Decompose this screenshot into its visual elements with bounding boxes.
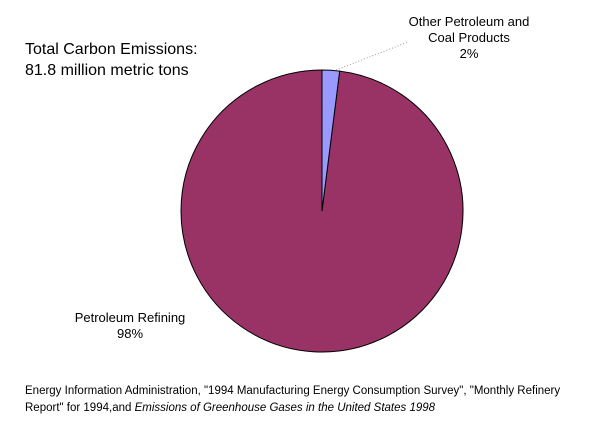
source-title: Emissions of Greenhouse Gases in the Uni… — [134, 402, 436, 414]
value-label: 2% — [459, 46, 479, 61]
source-note: Energy Information Administration, "1994… — [25, 383, 585, 417]
value-label: 98% — [116, 326, 144, 341]
slice-label: Other Petroleum and Coal Products 2% — [408, 14, 530, 62]
source-text: Energy Information Administration, "1994… — [25, 385, 561, 414]
pie-slice — [321, 69, 341, 212]
slice-label: Petroleum Refining 98% — [60, 310, 200, 342]
category-label: Other Petroleum and Coal Products — [408, 14, 530, 45]
chart-subtitle: 81.8 million metric tons — [25, 62, 189, 79]
leader-line — [335, 41, 409, 71]
chart-title: Total Carbon Emissions: — [25, 41, 198, 58]
category-label: Petroleum Refining — [74, 310, 186, 325]
